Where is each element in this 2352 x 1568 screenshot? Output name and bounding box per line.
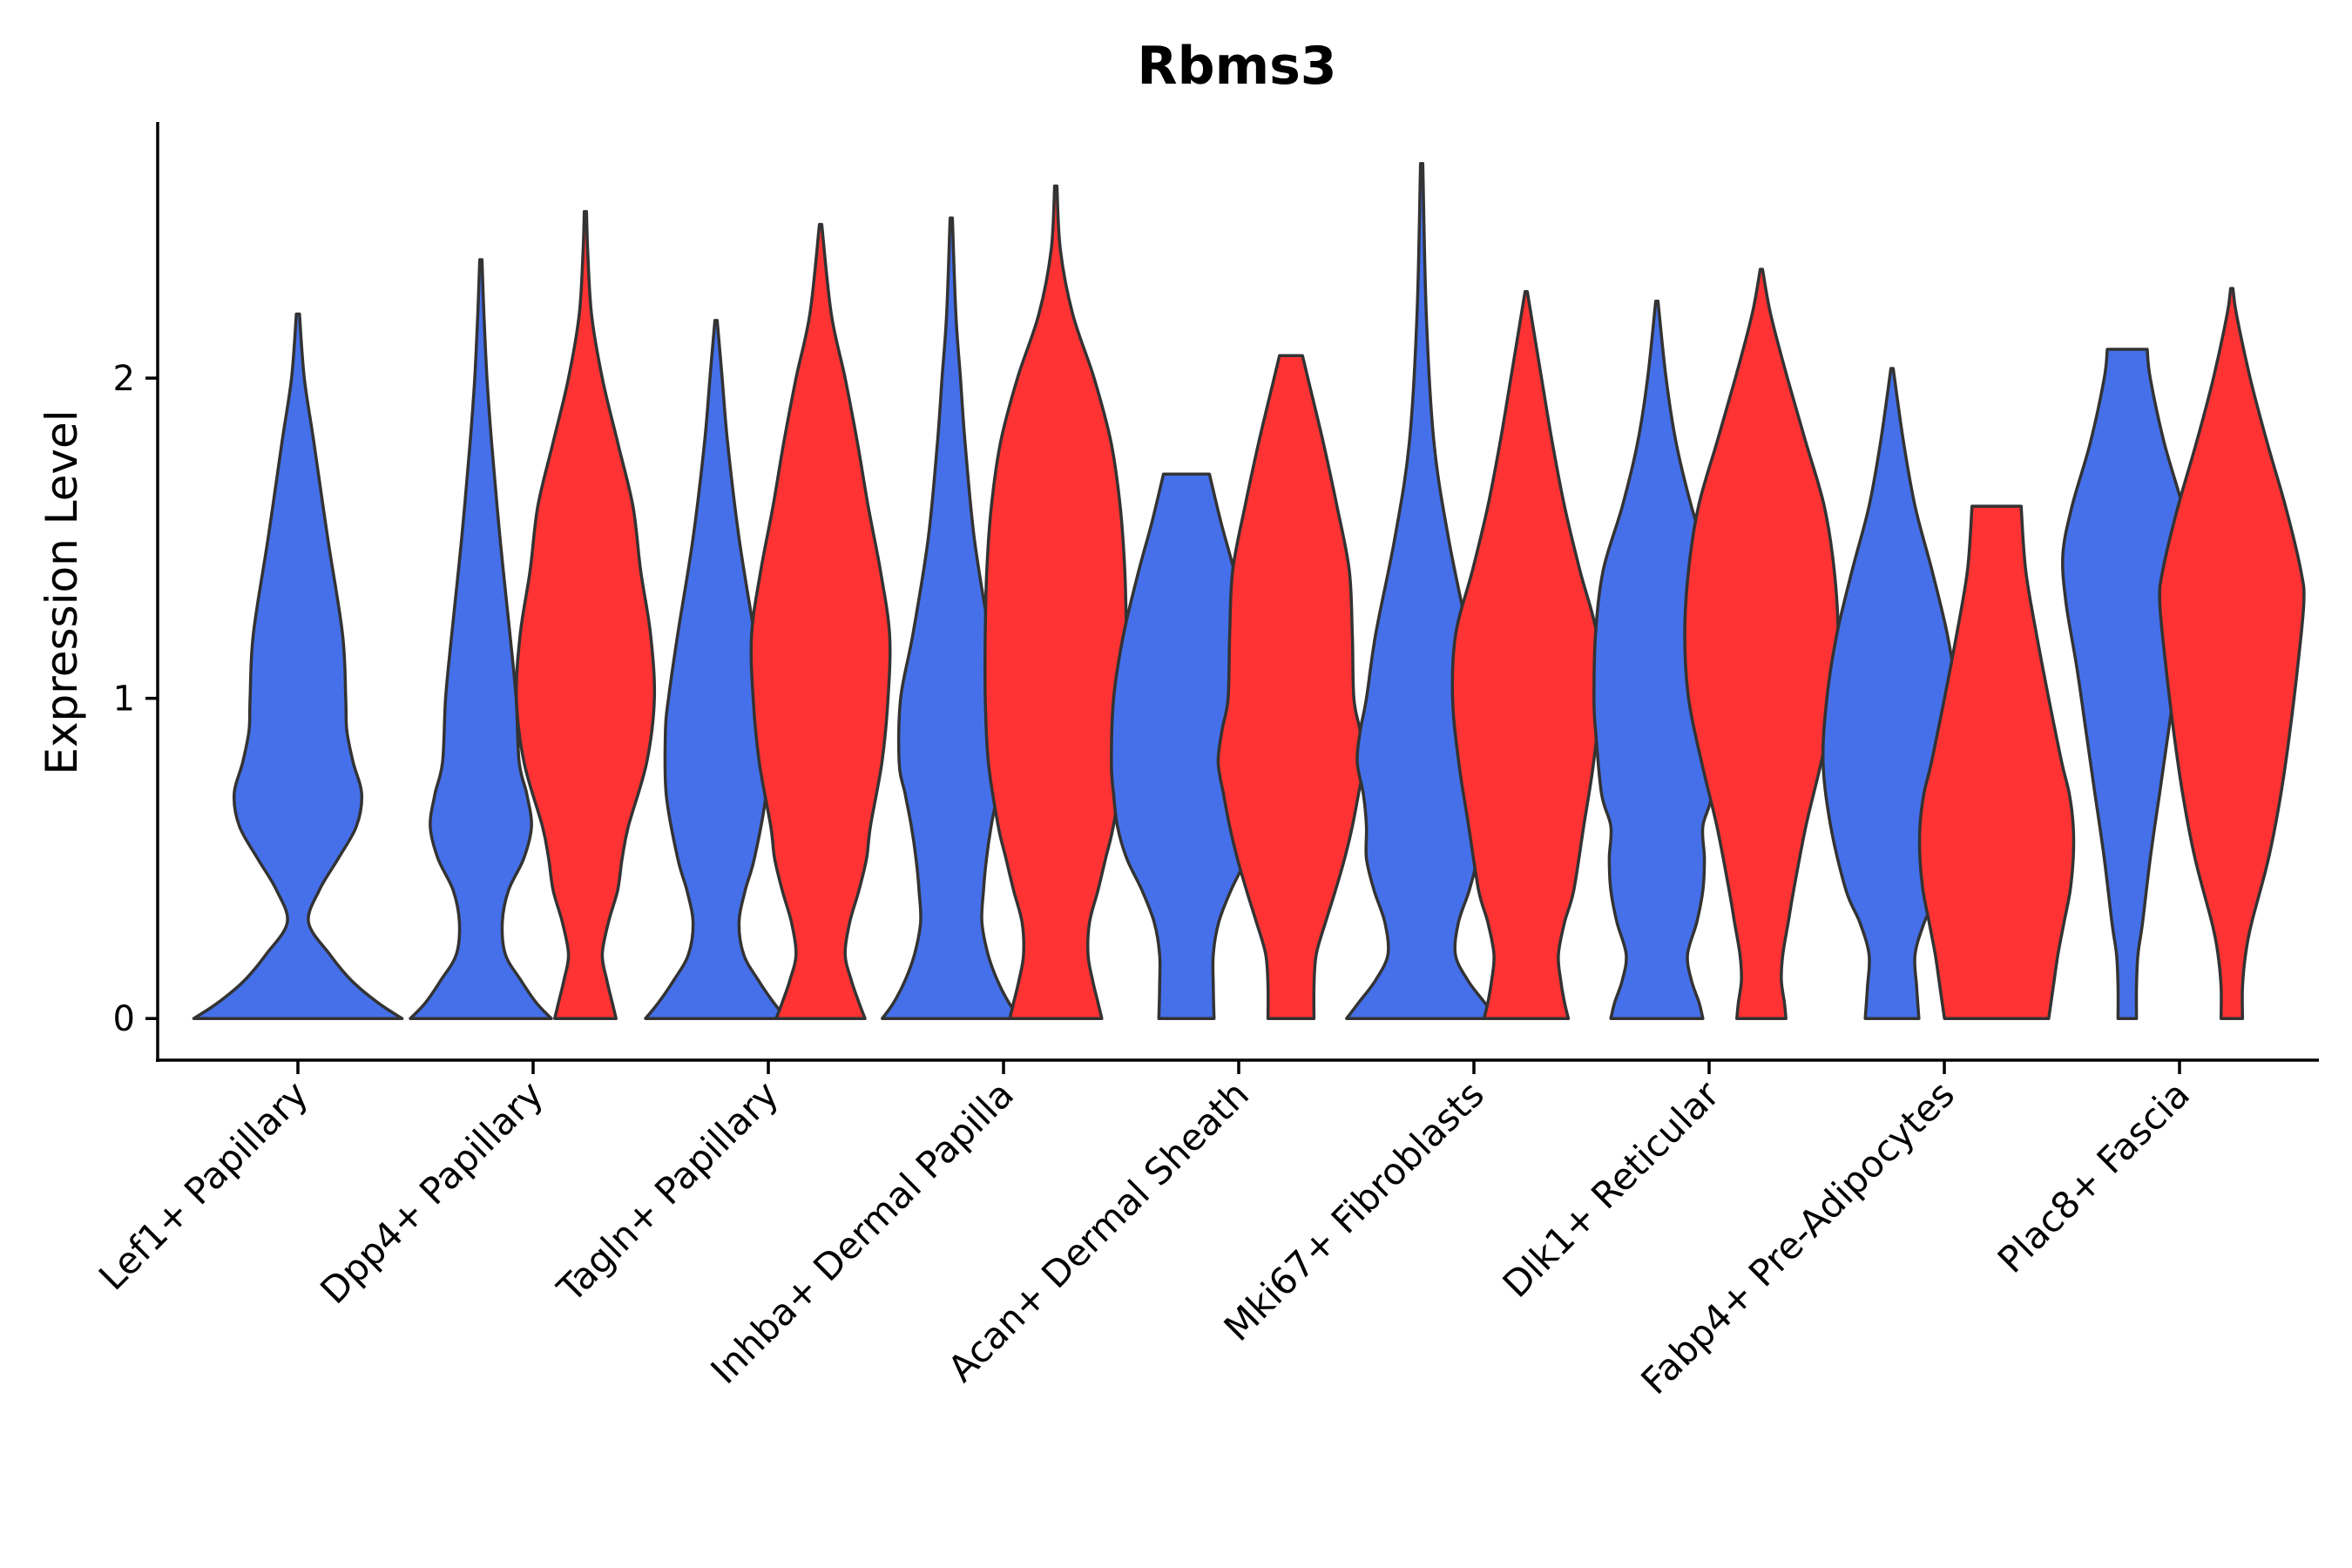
violin-3-group-1 xyxy=(881,216,1022,1020)
y-tick-label-1: 1 xyxy=(113,679,135,720)
violin-5-group-2 xyxy=(1450,290,1602,1020)
y-tick-label-0: 0 xyxy=(113,999,135,1039)
x-tick-label-5: Mki67+ Fibroblasts xyxy=(1216,1072,1492,1348)
x-tick-label-8: Plac8+ Fascia xyxy=(1990,1072,2198,1281)
violin-4-group-2 xyxy=(1216,354,1366,1020)
x-tick-label-2: Tagln+ Papillary xyxy=(549,1072,787,1310)
violin-6-group-1 xyxy=(1592,300,1721,1020)
violin-1-group-2 xyxy=(514,210,657,1020)
violin-3-group-2 xyxy=(983,184,1129,1020)
y-axis-label: Expression Level xyxy=(37,409,87,774)
violin-4-group-1 xyxy=(1110,472,1263,1020)
y-tick-label-2: 2 xyxy=(113,359,135,399)
chart-title: Rbms3 xyxy=(1137,36,1336,97)
violin-7-group-2 xyxy=(1917,504,2076,1020)
violin-0-group-1 xyxy=(192,312,404,1020)
violin-2-group-1 xyxy=(644,319,788,1020)
violin-1-group-1 xyxy=(409,258,553,1020)
violin-8-group-1 xyxy=(2061,348,2193,1020)
violin-2-group-2 xyxy=(749,222,892,1020)
violin-8-group-2 xyxy=(2158,287,2306,1020)
violin-6-group-2 xyxy=(1683,267,1840,1020)
y-ticks: 0 1 2 xyxy=(113,359,158,1039)
x-tick-label-6: Dlk1+ Reticular xyxy=(1495,1072,1728,1306)
x-tick-label-0: Lef1+ Papillary xyxy=(91,1072,316,1298)
violins-layer xyxy=(192,162,2306,1020)
x-tick-label-1: Dpp4+ Papillary xyxy=(312,1072,551,1312)
